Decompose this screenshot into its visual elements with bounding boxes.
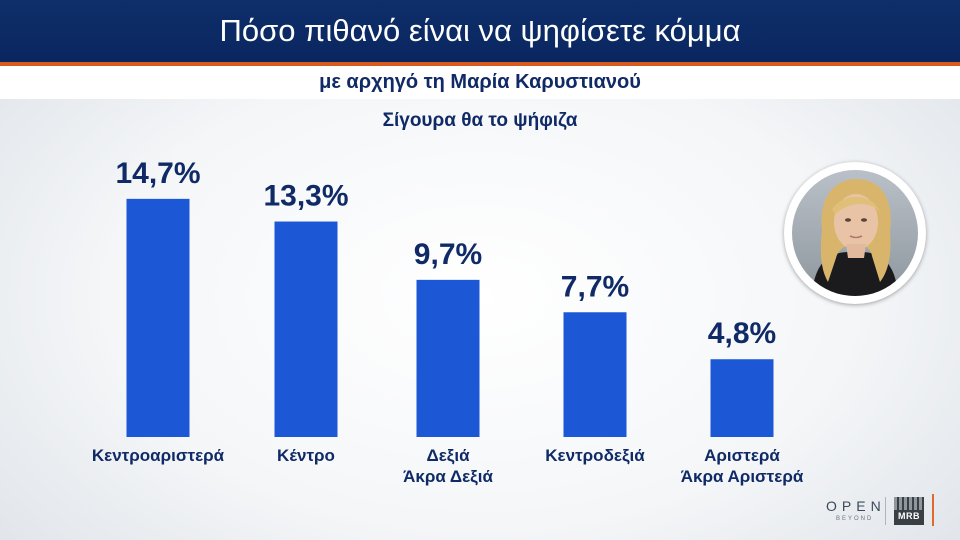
chart-subtitle-bar: με αρχηγό τη Μαρία Καρυστιανού [0,66,960,99]
avatar [784,162,926,304]
chart-title: Πόσο πιθανό είναι να ψηφίσετε κόμμα [0,0,960,62]
bar-4 [563,312,627,437]
mrb-logo-stripes [894,497,924,510]
logo-divider [885,497,886,525]
category-label-3: Δεξιά Άκρα Δεξιά [403,446,493,486]
mrb-logo: MRB [898,511,920,521]
data-label-2: 13,3% [263,180,348,213]
open-beyond-tagline: BEYOND [836,516,874,522]
portrait-image [792,170,918,296]
orange-accent-mark [932,494,934,526]
bar-1 [126,198,190,437]
data-label-3: 9,7% [414,238,482,271]
category-label-1: Κεντροαριστερά [92,446,225,465]
data-label-4: 7,7% [561,270,629,303]
category-label-2: Κέντρο [277,446,335,465]
bar-2 [274,221,338,437]
category-label-4: Κεντροδεξιά [545,446,645,465]
chart-series-subtitle: Σίγουρα θα το ψήφιζα [382,110,578,131]
category-label-5: Αριστερά Άκρα Αριστερά [681,446,804,486]
data-label-5: 4,8% [708,317,776,350]
bar-3 [416,279,480,437]
data-label-1: 14,7% [115,157,200,190]
accent-divider [0,62,960,66]
open-logo: OPEN [826,498,886,514]
bar-5 [710,359,774,437]
